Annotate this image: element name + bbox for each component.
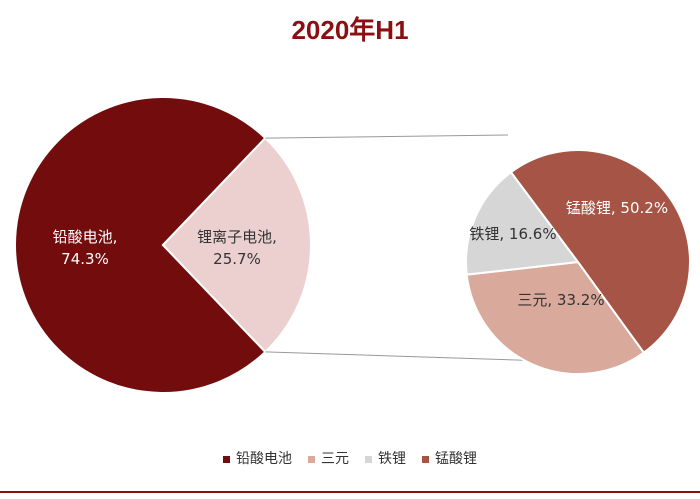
legend-swatch — [223, 455, 230, 463]
chart-title: 2020年H1 — [291, 15, 409, 45]
pie-slice — [465, 260, 646, 375]
legend-label: 铁锂 — [378, 451, 406, 467]
data-label: 铁锂, 16.6% — [469, 225, 557, 243]
pie-slice — [161, 136, 312, 354]
legend-item: 铁锂 — [365, 448, 406, 468]
legend-swatch — [365, 455, 372, 463]
legend-swatch — [422, 455, 429, 463]
legend-label: 铅酸电池 — [236, 451, 292, 467]
data-label: 锰酸锂, 50.2% — [565, 199, 669, 217]
legend-item: 锰酸锂 — [422, 448, 477, 468]
pie-slice — [14, 96, 267, 394]
legend-swatch — [308, 455, 315, 463]
legend-label: 锰酸锂 — [435, 451, 477, 467]
connector-line — [265, 134, 509, 139]
data-label: 三元, 33.2% — [517, 291, 605, 309]
data-label: 锂离子电池, 25.7% — [197, 228, 277, 268]
pie-slice — [465, 170, 580, 276]
legend-item: 三元 — [308, 448, 349, 468]
legend-item: 铅酸电池 — [223, 448, 292, 468]
data-label: 铅酸电池, 74.3% — [52, 228, 118, 268]
legend-label: 三元 — [321, 451, 349, 467]
legend: 铅酸电池 三元 铁锂 锰酸锂 — [0, 448, 700, 468]
pie-slice — [509, 149, 692, 355]
